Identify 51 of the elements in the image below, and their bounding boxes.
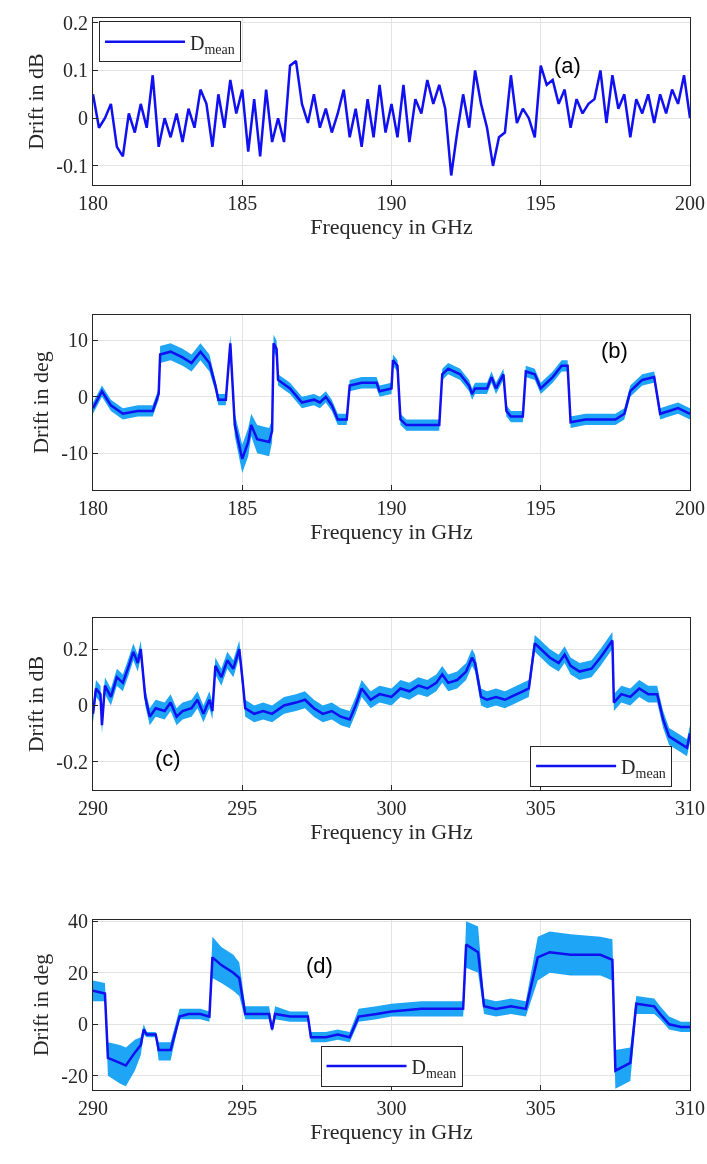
y-tick-label: -10 xyxy=(61,442,88,465)
y-tick-label: 20 xyxy=(68,961,88,984)
x-tick-label: 180 xyxy=(78,192,108,214)
annotation: (c) xyxy=(155,746,181,771)
y-tick-label: 0.1 xyxy=(63,59,88,82)
y-tick-label: 10 xyxy=(68,329,88,352)
y-tick-label: 0.2 xyxy=(63,638,88,661)
y-tick-label: -20 xyxy=(61,1064,88,1087)
x-tick-label: 310 xyxy=(675,1097,705,1119)
y-tick-label: -0.2 xyxy=(56,750,88,773)
x-axis-title: Frequency in GHz xyxy=(310,519,473,544)
x-tick-label: 305 xyxy=(525,797,556,819)
y-tick-label: 0 xyxy=(78,1013,88,1036)
x-axis-title: Frequency in GHz xyxy=(310,819,473,844)
x-tick-label: 190 xyxy=(376,497,407,519)
x-tick-label: 300 xyxy=(376,797,407,819)
line-series xyxy=(93,59,690,177)
y-axis-title: Drift in dB xyxy=(23,53,49,150)
y-axis-title: Drift in deg xyxy=(28,351,54,454)
x-axis-title: Frequency in GHz xyxy=(310,214,473,239)
legend-label: D$_{mean}$ xyxy=(189,31,235,57)
annotation: (a) xyxy=(554,53,581,78)
x-tick-label: 200 xyxy=(675,192,705,214)
y-tick-label: 40 xyxy=(68,910,88,933)
line-series xyxy=(93,943,690,1072)
x-tick-label: 185 xyxy=(227,497,258,519)
annotation: (d) xyxy=(306,953,333,978)
x-tick-label: 305 xyxy=(525,1097,556,1119)
y-axis-title: Drift in dB xyxy=(23,655,49,753)
x-tick-label: 190 xyxy=(376,192,407,214)
y-tick-label: 0 xyxy=(78,107,88,130)
x-tick-label: 295 xyxy=(227,797,258,819)
y-tick-label: -0.1 xyxy=(56,154,88,177)
legend-label: D$_{mean}$ xyxy=(621,755,666,782)
x-tick-label: 295 xyxy=(227,1097,258,1119)
y-axis-title: Drift in deg xyxy=(28,953,54,1057)
y-tick-label: 0 xyxy=(78,385,88,408)
x-tick-label: 195 xyxy=(525,192,556,214)
x-tick-label: 290 xyxy=(78,1097,108,1119)
x-tick-label: 300 xyxy=(376,1097,407,1119)
y-tick-label: 0.2 xyxy=(63,11,88,34)
x-tick-label: 200 xyxy=(675,497,705,519)
x-axis-title: Frequency in GHz xyxy=(310,1119,473,1144)
x-tick-label: 290 xyxy=(78,797,108,819)
x-tick-label: 310 xyxy=(675,797,705,819)
x-tick-label: 195 xyxy=(525,497,556,519)
x-tick-label: 185 xyxy=(227,192,258,214)
x-tick-label: 180 xyxy=(78,497,108,519)
legend-label: D$_{mean}$ xyxy=(411,1055,457,1082)
annotation: (b) xyxy=(601,338,628,363)
y-tick-label: 0 xyxy=(78,694,88,717)
